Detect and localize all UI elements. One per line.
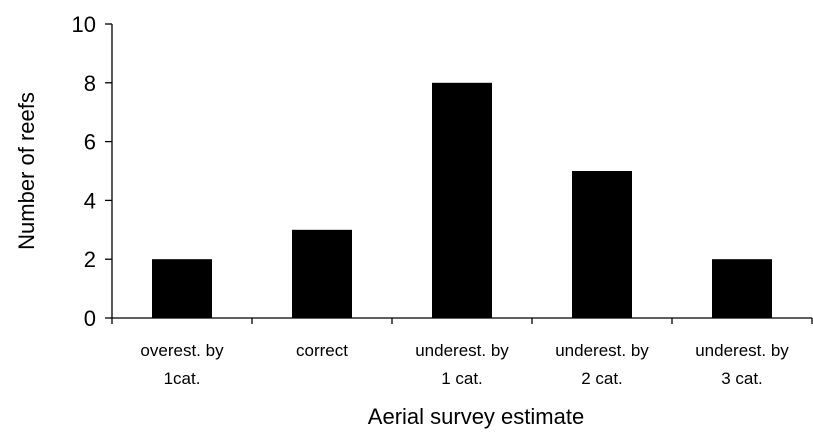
bar	[292, 229, 352, 318]
x-tick-label: underest. by	[415, 341, 509, 360]
category-labels: overest. by 1cat. correct underest. by 1 cat…	[140, 341, 789, 388]
bar	[572, 171, 632, 318]
bar	[432, 82, 492, 318]
x-tick-label: 1 cat.	[441, 369, 483, 388]
x-axis-ticks	[111, 318, 813, 324]
bar	[712, 259, 772, 318]
x-tick-label: underest. by	[555, 341, 649, 360]
y-tick-label: 10	[72, 12, 96, 37]
y-tick-label: 6	[84, 130, 96, 155]
y-axis-title: Number of reefs	[14, 92, 39, 250]
x-tick-label: overest. by	[140, 341, 224, 360]
x-tick-label: 1cat.	[164, 369, 201, 388]
bar	[152, 259, 212, 318]
y-tick-label: 8	[84, 71, 96, 96]
y-tick-label: 0	[84, 306, 96, 331]
y-tick-label: 2	[84, 247, 96, 272]
y-tick-label: 4	[84, 188, 96, 213]
x-tick-label: 2 cat.	[581, 369, 623, 388]
bars	[152, 82, 772, 318]
x-tick-label: 3 cat.	[721, 369, 763, 388]
y-axis-ticks: 0 2 4 6 8 10	[72, 12, 112, 331]
x-tick-label: underest. by	[695, 341, 789, 360]
x-tick-label: correct	[296, 341, 348, 360]
x-axis-title: Aerial survey estimate	[368, 404, 584, 429]
